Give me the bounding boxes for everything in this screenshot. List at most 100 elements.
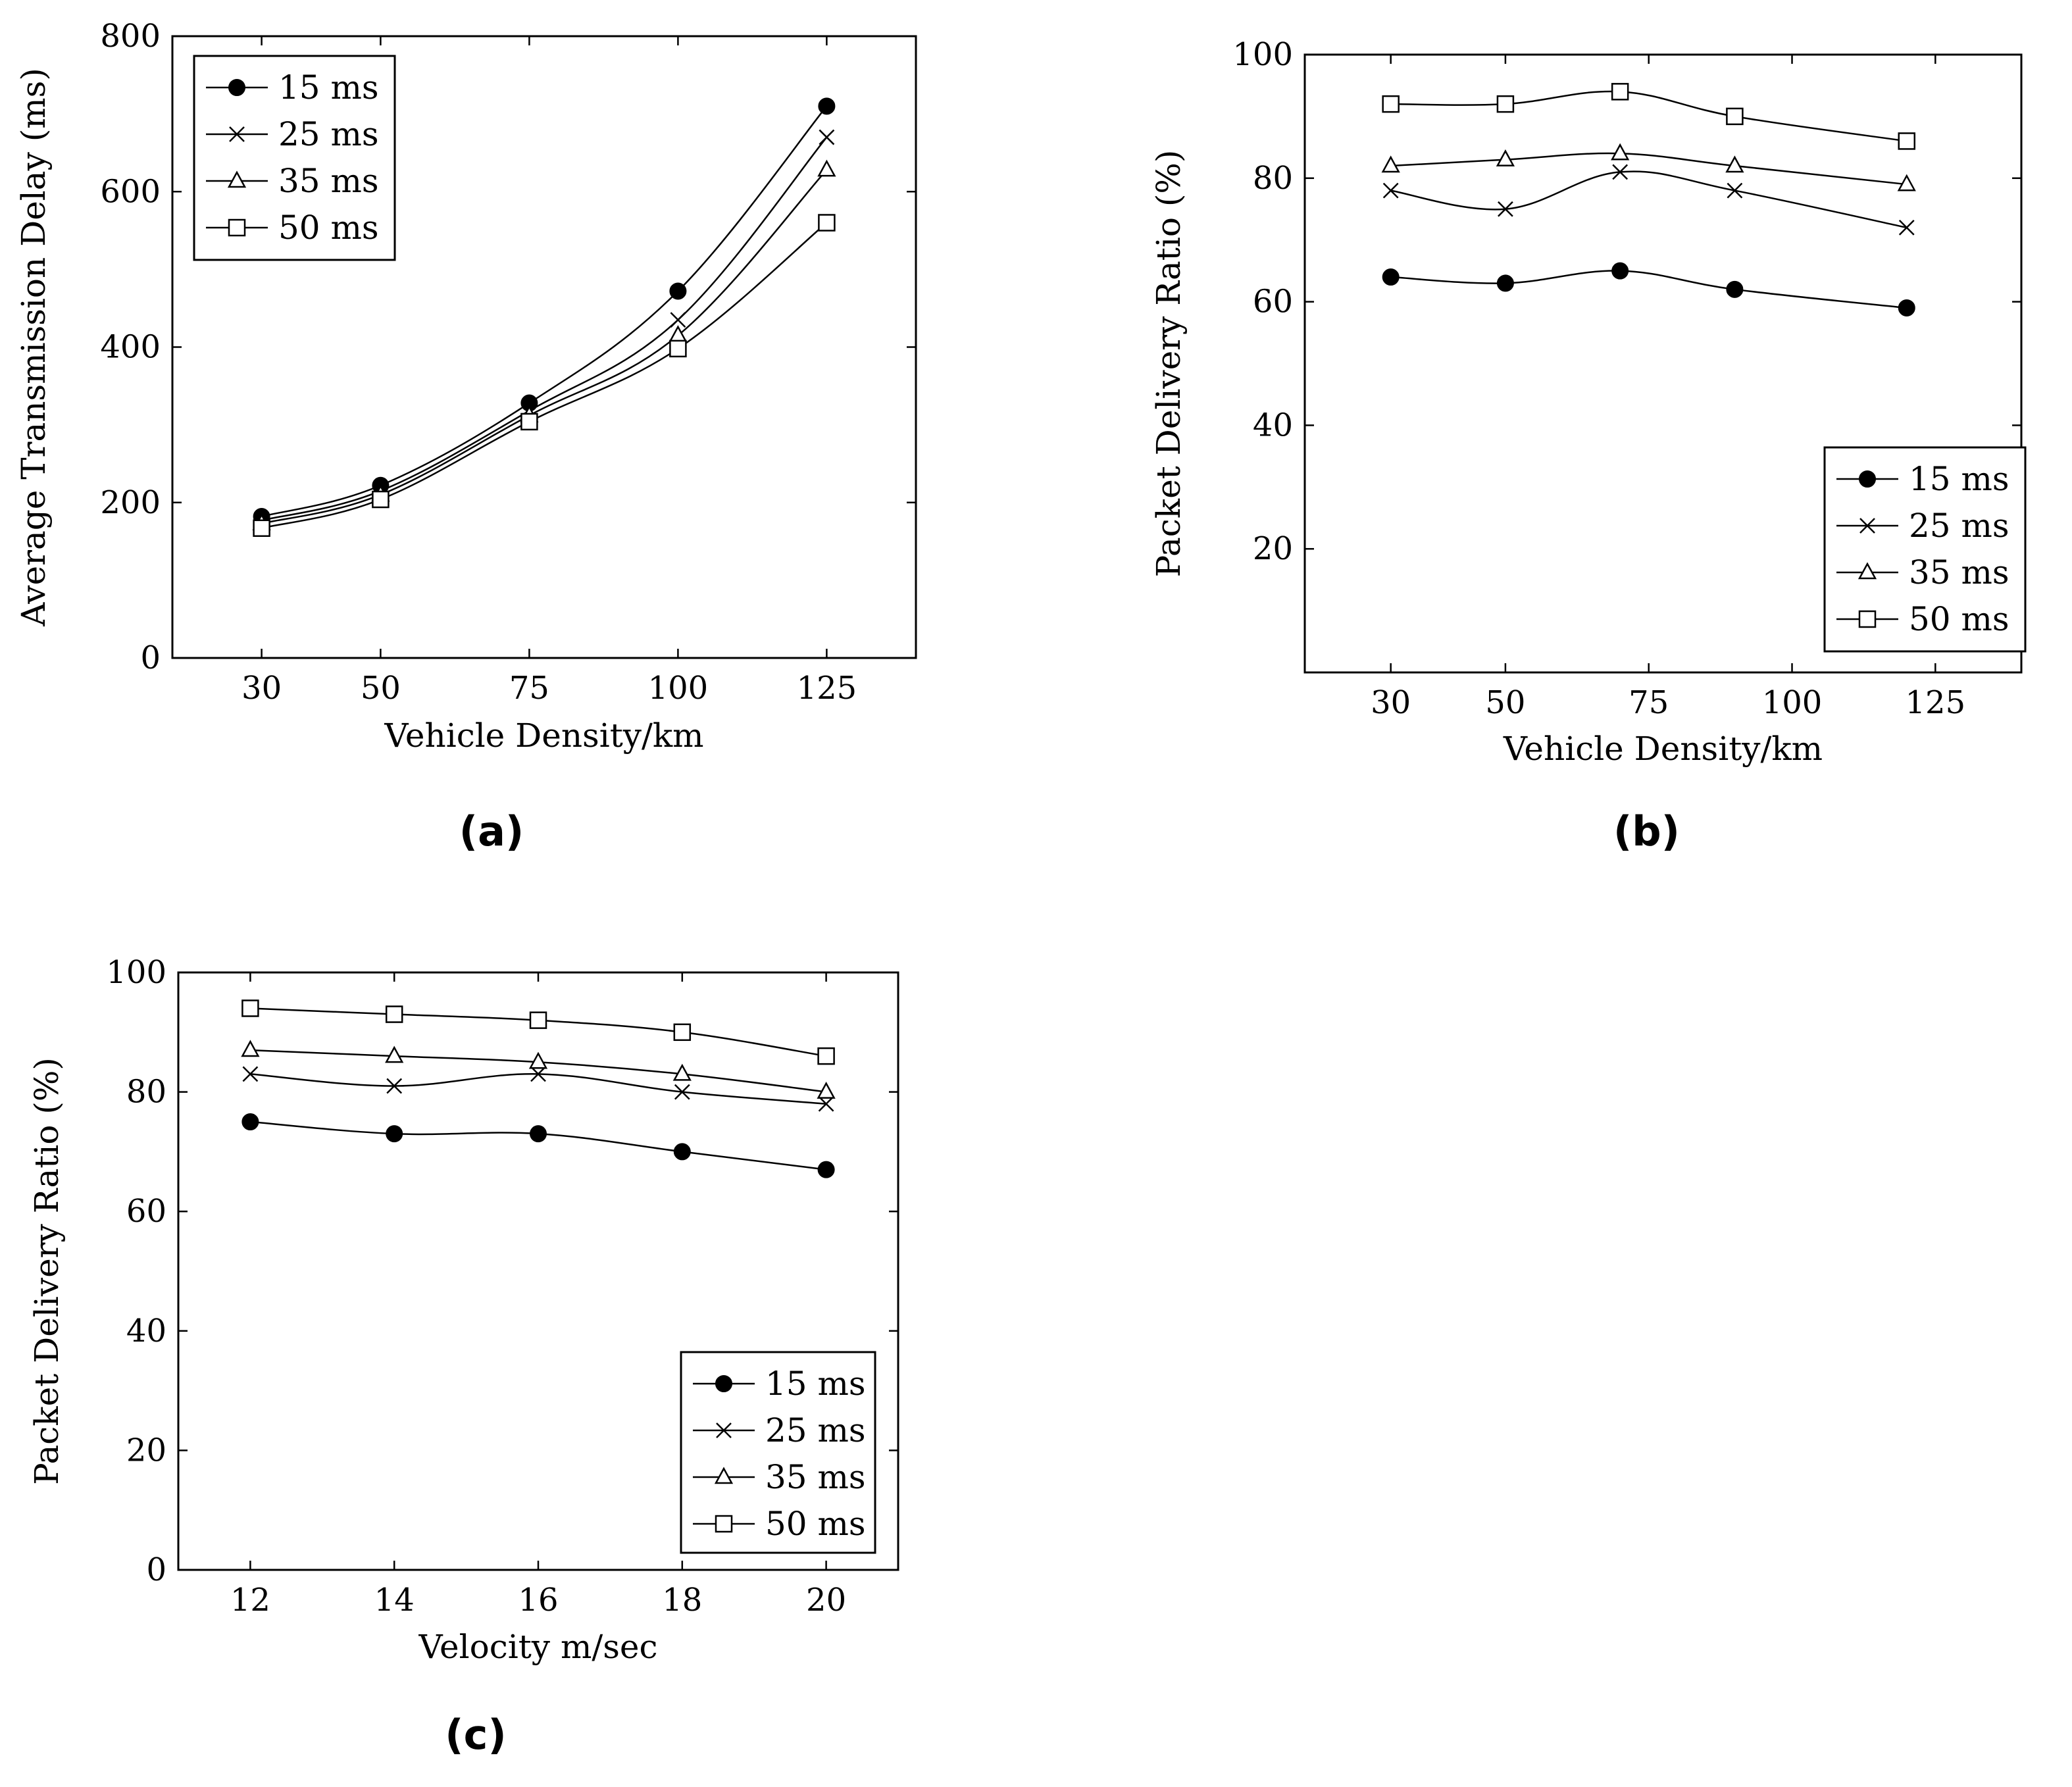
data-point-50ms — [1726, 107, 1744, 126]
legend-label: 50 ms — [278, 209, 379, 247]
data-point-35ms — [241, 1040, 260, 1057]
data-point-35ms — [669, 325, 688, 343]
x-tick-label: 125 — [1906, 684, 1966, 721]
legend-marker — [1857, 562, 1877, 580]
data-point-50ms — [1898, 132, 1916, 150]
y-tick-label: 20 — [126, 1432, 166, 1469]
y-axis-label: Packet Delivery Ratio (%) — [1150, 150, 1188, 578]
x-axis-label: Vehicle Density/km — [1503, 730, 1823, 768]
data-point-50ms — [372, 490, 390, 509]
legend-marker — [228, 79, 245, 96]
legend-marker — [1859, 518, 1875, 534]
data-point-25ms — [386, 1078, 403, 1094]
data-point-50ms — [669, 340, 687, 358]
series-line-25ms — [250, 1073, 826, 1105]
data-point-50ms — [1382, 95, 1400, 113]
y-tick-label: 60 — [1253, 284, 1293, 320]
legend-marker — [714, 1467, 734, 1484]
x-tick-label: 75 — [509, 670, 549, 707]
series-line-50ms — [1390, 90, 1907, 142]
chart-a: 30 50 75 100 125 0 200 400 600 800 Vehicle Density… — [14, 18, 917, 855]
y-tick-label: 40 — [1253, 407, 1293, 443]
y-tick-label: 600 — [100, 173, 161, 210]
chart-b: 30 50 75 100 125 20 40 60 80 100 Vehicle Density/k… — [1150, 36, 2027, 855]
x-tick-label: 125 — [797, 670, 857, 707]
data-point-15ms — [241, 1113, 259, 1130]
legend-marker — [716, 1422, 732, 1438]
x-tick-label: 30 — [241, 670, 282, 707]
series-line-25ms — [261, 136, 828, 522]
legend-label: 50 ms — [765, 1505, 866, 1543]
legend-marker — [715, 1515, 733, 1533]
plot-frame — [1303, 53, 2023, 674]
legend-label: 15 ms — [765, 1365, 866, 1403]
x-axis-label: Vehicle Density/km — [384, 717, 703, 755]
legend-label: 25 ms — [278, 115, 379, 153]
legend-label: 35 ms — [1909, 553, 2009, 591]
x-tick-label: 30 — [1371, 684, 1411, 721]
x-tick-label: 75 — [1629, 684, 1669, 721]
legend-marker — [228, 218, 246, 237]
x-tick-label: 20 — [806, 1582, 846, 1619]
y-tick-label: 80 — [126, 1074, 166, 1111]
y-tick-label: 200 — [100, 484, 161, 521]
legend-marker — [1859, 470, 1876, 488]
data-point-15ms — [673, 1143, 691, 1161]
x-tick-label: 18 — [662, 1582, 702, 1619]
legend-marker — [1858, 610, 1877, 628]
legend-label: 15 ms — [1909, 460, 2009, 498]
data-point-50ms — [818, 214, 836, 232]
data-point-25ms — [1898, 220, 1915, 236]
data-point-15ms — [1382, 268, 1400, 286]
data-point-15ms — [386, 1125, 403, 1143]
y-axis-label: Packet Delivery Ratio (%) — [28, 1057, 66, 1485]
legend-marker — [715, 1375, 732, 1392]
x-tick-label: 50 — [361, 670, 401, 707]
data-point-35ms — [1496, 149, 1515, 166]
y-tick-label: 400 — [100, 329, 161, 366]
data-point-25ms — [670, 312, 686, 328]
data-point-25ms — [242, 1066, 259, 1082]
data-point-25ms — [674, 1084, 690, 1100]
series-line-25ms — [1390, 170, 1908, 229]
chart-c: 12 14 16 18 20 0 20 40 60 80 100 Velocity m/sec Pack… — [28, 954, 899, 1759]
data-point-50ms — [529, 1011, 547, 1029]
x-tick-label: 100 — [1762, 684, 1823, 721]
data-point-50ms — [241, 999, 259, 1017]
data-point-15ms — [1898, 299, 1915, 316]
data-point-50ms — [253, 519, 270, 537]
data-point-15ms — [817, 1161, 835, 1178]
data-point-15ms — [530, 1125, 547, 1143]
data-point-25ms — [819, 129, 835, 145]
y-tick-label: 20 — [1253, 530, 1293, 567]
legend-marker — [227, 170, 247, 188]
x-tick-label: 14 — [374, 1582, 415, 1619]
data-point-50ms — [1496, 95, 1515, 113]
data-point-35ms — [1611, 143, 1630, 161]
data-point-35ms — [385, 1045, 404, 1063]
data-point-15ms — [669, 282, 687, 300]
data-point-50ms — [1611, 83, 1629, 101]
legend-marker — [229, 126, 245, 142]
data-point-35ms — [1381, 155, 1400, 173]
panel-label: (c) — [445, 1711, 506, 1759]
y-tick-label: 80 — [1253, 160, 1293, 197]
y-tick-label: 0 — [146, 1551, 166, 1588]
data-point-15ms — [1726, 280, 1744, 298]
x-tick-label: 12 — [230, 1582, 270, 1619]
panel-label: (a) — [459, 807, 524, 855]
y-tick-label: 100 — [1232, 36, 1293, 73]
data-point-25ms — [1612, 164, 1629, 180]
data-point-35ms — [672, 1063, 692, 1081]
y-tick-label: 40 — [126, 1313, 166, 1349]
y-tick-label: 100 — [106, 954, 166, 991]
data-point-25ms — [1498, 201, 1513, 217]
data-point-35ms — [817, 159, 836, 177]
legend-box — [193, 55, 396, 261]
data-point-35ms — [817, 1081, 836, 1099]
legend-label: 25 ms — [765, 1411, 866, 1449]
x-tick-label: 100 — [648, 670, 709, 707]
series-line-15ms — [1390, 270, 1907, 309]
x-axis-label: Velocity m/sec — [418, 1628, 658, 1666]
